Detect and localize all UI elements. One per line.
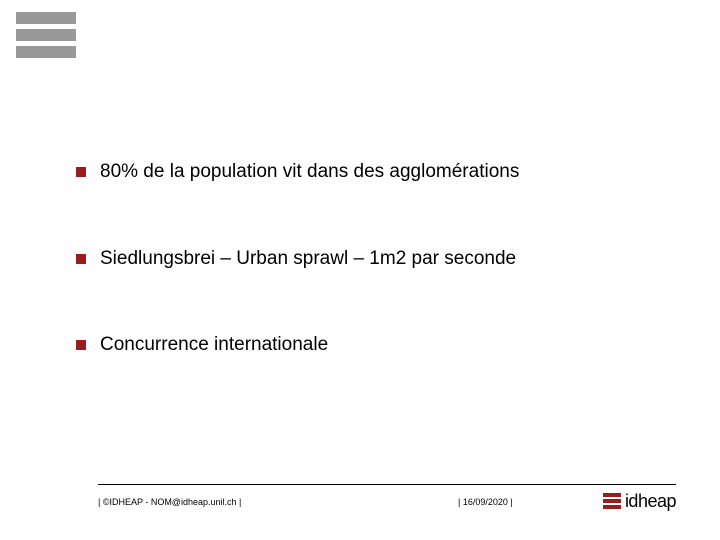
footer-date: | 16/09/2020 | [458,497,513,507]
footer-copyright: | ©IDHEAP - NOM@idheap.unil.ch | [98,497,241,507]
footer-logo-bars-icon [603,493,621,511]
footer-divider [98,484,676,485]
footer-row: | ©IDHEAP - NOM@idheap.unil.ch | | 16/09… [98,491,676,512]
footer: | ©IDHEAP - NOM@idheap.unil.ch | | 16/09… [98,484,676,512]
logo-bar [16,46,76,58]
bullet-item: Siedlungsbrei – Urban sprawl – 1m2 par s… [76,247,660,272]
content-area: 80% de la population vit dans des agglom… [76,160,660,420]
top-logo-bars [16,12,76,63]
logo-bar [16,29,76,41]
slide: 80% de la population vit dans des agglom… [0,0,720,540]
bullet-item: 80% de la population vit dans des agglom… [76,160,660,185]
bullet-item: Concurrence internationale [76,333,660,358]
footer-logo: idheap [603,491,676,512]
logo-bar [16,12,76,24]
footer-logo-text: idheap [625,491,676,512]
bullet-marker-icon [76,254,86,264]
bullet-text: Concurrence internationale [100,333,328,358]
bullet-text: 80% de la population vit dans des agglom… [100,160,519,185]
bullet-marker-icon [76,340,86,350]
bullet-text: Siedlungsbrei – Urban sprawl – 1m2 par s… [100,247,516,272]
bullet-marker-icon [76,167,86,177]
